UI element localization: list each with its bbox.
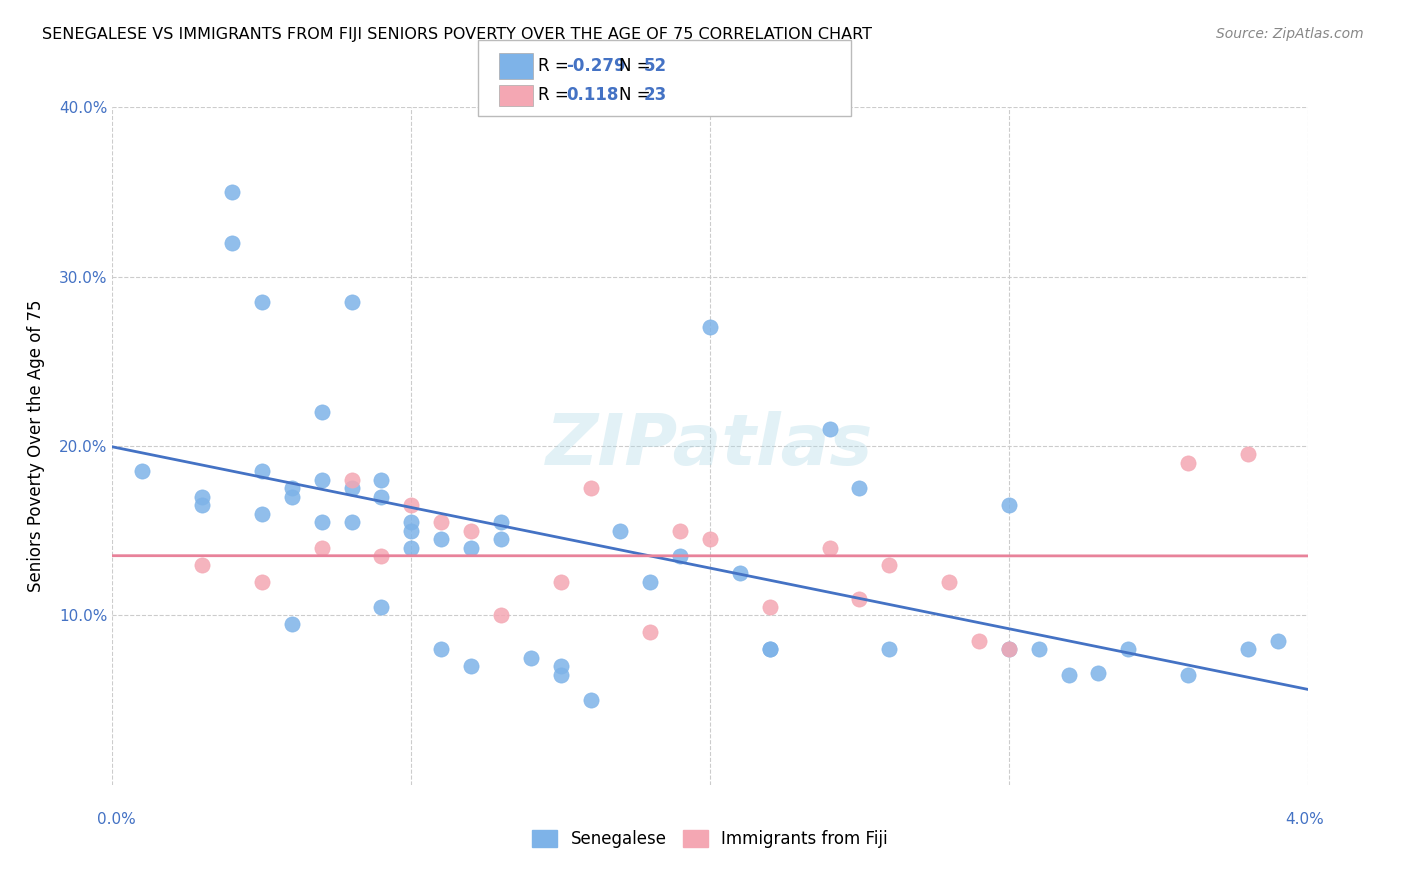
Point bbox=[430, 642, 453, 657]
Point bbox=[669, 549, 692, 564]
Point bbox=[669, 524, 692, 538]
Text: SENEGALESE VS IMMIGRANTS FROM FIJI SENIORS POVERTY OVER THE AGE OF 75 CORRELATIO: SENEGALESE VS IMMIGRANTS FROM FIJI SENIO… bbox=[42, 27, 872, 42]
Point bbox=[998, 642, 1021, 657]
Point bbox=[1267, 633, 1289, 648]
Point bbox=[848, 482, 870, 496]
Point bbox=[131, 464, 153, 478]
Point bbox=[759, 599, 782, 614]
Y-axis label: Seniors Poverty Over the Age of 75: Seniors Poverty Over the Age of 75 bbox=[27, 300, 45, 592]
Point bbox=[370, 599, 392, 614]
Point bbox=[281, 490, 304, 504]
Point bbox=[370, 490, 392, 504]
Point bbox=[340, 294, 363, 310]
Point bbox=[640, 574, 662, 589]
Point bbox=[759, 642, 782, 657]
Point bbox=[250, 507, 273, 521]
Point bbox=[430, 515, 453, 529]
Point bbox=[191, 558, 214, 572]
Text: -0.279: -0.279 bbox=[567, 57, 626, 75]
Point bbox=[340, 515, 363, 529]
Point bbox=[191, 490, 214, 504]
Text: 52: 52 bbox=[644, 57, 666, 75]
Point bbox=[311, 473, 333, 487]
Point bbox=[221, 185, 243, 199]
Point bbox=[550, 667, 572, 681]
Point bbox=[489, 515, 512, 529]
Legend: Senegalese, Immigrants from Fiji: Senegalese, Immigrants from Fiji bbox=[526, 823, 894, 855]
Point bbox=[191, 498, 214, 512]
Point bbox=[967, 633, 990, 648]
Text: 23: 23 bbox=[644, 86, 668, 103]
Point bbox=[520, 651, 543, 665]
Point bbox=[1237, 447, 1260, 462]
Point bbox=[1177, 667, 1199, 681]
Point bbox=[1177, 456, 1199, 470]
Point bbox=[1028, 642, 1050, 657]
Point bbox=[998, 498, 1021, 512]
Text: R =: R = bbox=[538, 86, 575, 103]
Point bbox=[877, 558, 901, 572]
Point bbox=[998, 642, 1021, 657]
Point bbox=[1087, 666, 1109, 681]
Text: Source: ZipAtlas.com: Source: ZipAtlas.com bbox=[1216, 27, 1364, 41]
Text: 4.0%: 4.0% bbox=[1285, 812, 1324, 827]
Point bbox=[489, 608, 512, 623]
Point bbox=[401, 515, 423, 529]
Point bbox=[699, 532, 721, 546]
Point bbox=[401, 524, 423, 538]
Point bbox=[550, 659, 572, 673]
Point bbox=[848, 591, 870, 606]
Point bbox=[640, 625, 662, 640]
Point bbox=[340, 473, 363, 487]
Point bbox=[401, 541, 423, 555]
Text: 0.118: 0.118 bbox=[567, 86, 619, 103]
Point bbox=[281, 482, 304, 496]
Point bbox=[938, 574, 960, 589]
Point bbox=[250, 574, 273, 589]
Point bbox=[877, 642, 901, 657]
Point bbox=[460, 659, 482, 673]
Point bbox=[1118, 642, 1140, 657]
Text: N =: N = bbox=[619, 57, 655, 75]
Point bbox=[699, 320, 721, 334]
Text: ZIPatlas: ZIPatlas bbox=[547, 411, 873, 481]
Point bbox=[340, 482, 363, 496]
Point bbox=[759, 642, 782, 657]
Text: 0.0%: 0.0% bbox=[97, 812, 136, 827]
Point bbox=[281, 617, 304, 632]
Point bbox=[370, 549, 392, 564]
Point bbox=[818, 541, 841, 555]
Point bbox=[311, 541, 333, 555]
Point bbox=[818, 422, 841, 436]
Point bbox=[550, 574, 572, 589]
Text: N =: N = bbox=[619, 86, 655, 103]
Point bbox=[460, 524, 482, 538]
Point bbox=[250, 464, 273, 478]
Point bbox=[609, 524, 631, 538]
Point bbox=[430, 532, 453, 546]
Point bbox=[401, 498, 423, 512]
Text: R =: R = bbox=[538, 57, 575, 75]
Point bbox=[250, 294, 273, 310]
Point bbox=[311, 515, 333, 529]
Point bbox=[311, 405, 333, 419]
Point bbox=[221, 235, 243, 250]
Point bbox=[460, 541, 482, 555]
Point bbox=[489, 532, 512, 546]
Point bbox=[1237, 642, 1260, 657]
Point bbox=[370, 473, 392, 487]
Point bbox=[728, 566, 751, 581]
Point bbox=[579, 693, 602, 707]
Point bbox=[579, 482, 602, 496]
Point bbox=[1057, 667, 1080, 681]
